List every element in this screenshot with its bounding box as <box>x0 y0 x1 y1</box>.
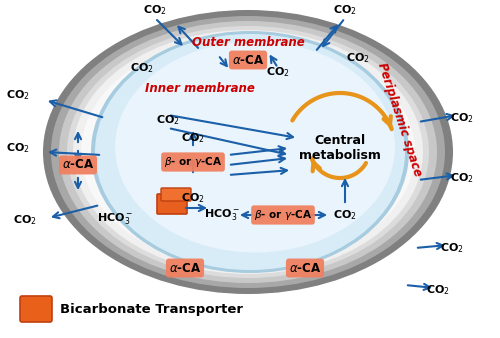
Text: CO$_2$: CO$_2$ <box>143 3 167 17</box>
Text: Central
metabolism: Central metabolism <box>299 134 381 162</box>
FancyBboxPatch shape <box>161 188 191 201</box>
Text: CO$_2$: CO$_2$ <box>440 241 464 255</box>
Text: CO$_2$: CO$_2$ <box>346 51 370 65</box>
Text: CO$_2$: CO$_2$ <box>266 65 290 79</box>
Text: $\alpha$-CA: $\alpha$-CA <box>62 159 94 171</box>
Text: $\alpha$-CA: $\alpha$-CA <box>169 262 201 274</box>
Text: $\alpha$-CA: $\alpha$-CA <box>232 53 264 67</box>
Text: CO$_2$: CO$_2$ <box>450 171 474 185</box>
Text: Outer membrane: Outer membrane <box>192 35 304 48</box>
Text: CO$_2$: CO$_2$ <box>181 131 205 145</box>
Text: CO$_2$: CO$_2$ <box>181 191 205 205</box>
Ellipse shape <box>95 34 405 270</box>
Text: HCO$_3^-$: HCO$_3^-$ <box>97 211 133 225</box>
Ellipse shape <box>59 21 437 283</box>
Text: CO$_2$: CO$_2$ <box>450 111 474 125</box>
Text: CO$_2$: CO$_2$ <box>426 283 450 297</box>
Ellipse shape <box>81 36 415 268</box>
Ellipse shape <box>91 31 409 273</box>
Text: CO$_2$: CO$_2$ <box>333 208 357 222</box>
Text: CO$_2$: CO$_2$ <box>6 88 30 102</box>
Text: Bicarbonate Transporter: Bicarbonate Transporter <box>60 303 243 315</box>
Text: $\beta$- or $\gamma$-CA: $\beta$- or $\gamma$-CA <box>254 208 312 222</box>
Text: Inner membrane: Inner membrane <box>145 81 255 95</box>
Text: HCO$_3^-$: HCO$_3^-$ <box>204 208 240 222</box>
Ellipse shape <box>73 30 423 274</box>
Text: CO$_2$: CO$_2$ <box>13 213 37 227</box>
Text: CO$_2$: CO$_2$ <box>6 141 30 155</box>
Text: CO$_2$: CO$_2$ <box>130 61 154 75</box>
Ellipse shape <box>43 10 453 294</box>
Ellipse shape <box>115 42 395 252</box>
Text: CO$_2$: CO$_2$ <box>156 113 180 127</box>
Text: $\alpha$-CA: $\alpha$-CA <box>289 262 321 274</box>
Text: $\beta$- or $\gamma$-CA: $\beta$- or $\gamma$-CA <box>164 155 222 169</box>
Ellipse shape <box>67 26 429 278</box>
FancyBboxPatch shape <box>157 194 187 214</box>
FancyBboxPatch shape <box>20 296 52 322</box>
Text: Periplasmic space: Periplasmic space <box>376 62 424 178</box>
Ellipse shape <box>51 16 445 288</box>
Text: CO$_2$: CO$_2$ <box>333 3 357 17</box>
